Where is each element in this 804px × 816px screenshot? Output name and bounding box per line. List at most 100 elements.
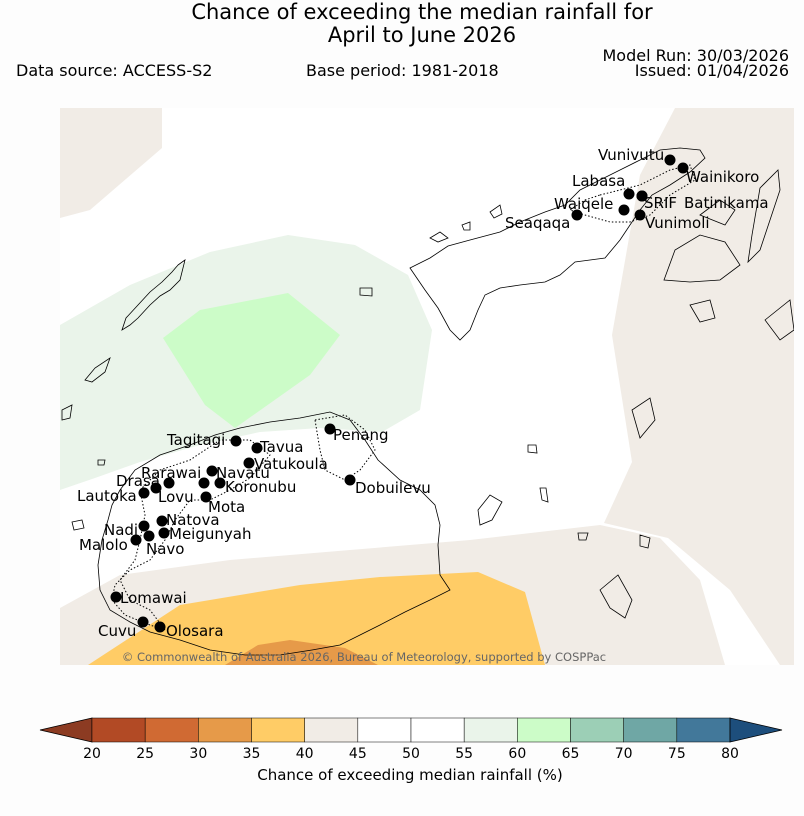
station-label-penang: Penang	[333, 426, 388, 444]
shading-30-35	[225, 640, 378, 665]
station-marker-tagitagi	[230, 435, 242, 447]
colorbar-tick-label: 40	[296, 746, 314, 762]
colorbar-tick-label: 25	[136, 746, 154, 762]
station-label-mota: Mota	[208, 498, 245, 516]
colorbar-tick-label: 45	[349, 746, 367, 762]
station-label-koronubu: Koronubu	[225, 478, 296, 496]
colorbar-over-arrow	[729, 717, 783, 743]
station-marker-malolo	[130, 534, 142, 546]
station-label-lomawai: Lomawai	[120, 589, 187, 607]
shading-40-45-northwest	[60, 108, 162, 218]
station-label-nadi: Nadi	[104, 521, 138, 539]
station-marker-lautoka	[138, 487, 150, 499]
colorbar-tick-label: 20	[83, 746, 101, 762]
station-label-navatu: Navatu	[216, 464, 270, 482]
station-marker-rarawai	[206, 465, 218, 477]
station-label-waiqele: Waiqele	[554, 195, 613, 213]
colorbar-bin	[517, 717, 571, 743]
colorbar-title: Chance of exceeding median rainfall (%)	[257, 766, 562, 784]
station-marker-olosara	[154, 621, 166, 633]
station-marker-penang	[324, 423, 336, 435]
colorbar-tick-label: 55	[455, 746, 473, 762]
title-line-1: Chance of exceeding the median rainfall …	[191, 0, 653, 24]
colorbar-bin	[251, 717, 305, 743]
station-marker-mota	[200, 491, 212, 503]
station-marker-navo	[143, 530, 155, 542]
district-boundary-central	[314, 414, 376, 481]
station-marker-lomawai	[110, 591, 122, 603]
station-marker-waiqele	[618, 204, 630, 216]
station-label-drasa: Drasa	[116, 472, 160, 490]
shading-60-65	[163, 293, 340, 428]
station-label-cuvu: Cuvu	[98, 622, 136, 640]
station-marker-meigunyah	[158, 527, 170, 539]
station-marker-seaqaqa	[571, 209, 583, 221]
station-label-wainikoro: Wainikoro	[686, 168, 759, 186]
colorbar-tick-label: 50	[402, 746, 420, 762]
colorbar-bin	[304, 717, 359, 743]
colorbar-tick-label: 75	[668, 746, 686, 762]
station-label-vatukoula: Vatukoula	[254, 455, 328, 473]
copyright-notice: © Commonwealth of Australia 2026, Bureau…	[122, 650, 606, 664]
station-layer: Vunivutu Wainikoro Labasa SRIF Batinikama Wai…	[77, 146, 769, 640]
station-marker-natova	[156, 515, 168, 527]
coastline-vanua-levu	[409, 147, 706, 341]
coastline-east-islands	[599, 199, 794, 619]
station-marker-lovu	[150, 482, 162, 494]
coastline-taveuni	[747, 169, 781, 264]
colorbar-tick-label: 35	[243, 746, 261, 762]
shading-40-45-east	[604, 108, 794, 665]
station-marker-navatu	[198, 477, 210, 489]
station-marker-dobuilevu	[344, 474, 356, 486]
station-label-lovu: Lovu	[158, 488, 194, 506]
model-run-label: Model Run: 30/03/2026	[602, 46, 790, 65]
rainfall-map: © Commonwealth of Australia 2026, Bureau…	[60, 108, 794, 665]
colorbar-tick-label: 60	[508, 746, 526, 762]
colorbar-bin	[463, 717, 518, 743]
station-label-malolo: Malolo	[79, 536, 128, 554]
station-label-dobuilevu: Dobuilevu	[355, 479, 431, 497]
base-period-label: Base period: 1981-2018	[306, 61, 499, 80]
colorbar-bin	[357, 717, 412, 743]
station-label-lautoka: Lautoka	[77, 487, 137, 505]
station-marker-wainikoro	[677, 162, 689, 174]
colorbar-tick-label: 30	[189, 746, 207, 762]
district-boundary-west	[111, 439, 271, 631]
colorbar: 20 25 30 35 40 45 50 55 60 65 70 75 80 Chance of exc…	[39, 717, 783, 784]
station-label-rarawai: Rarawai	[141, 464, 201, 482]
map-frame	[60, 108, 794, 665]
station-marker-nadi	[138, 520, 150, 532]
coastline-yasawa-islands	[61, 259, 186, 531]
colorbar-tick-label: 80	[721, 746, 739, 762]
station-label-vunimoli: Vunimoli	[645, 214, 710, 232]
issued-label: Issued: 01/04/2026	[634, 61, 789, 80]
station-label-navo: Navo	[146, 540, 184, 558]
station-label-tagitagi: Tagitagi	[166, 431, 225, 449]
colorbar-bin	[144, 717, 199, 743]
station-label-tavua: Tavua	[259, 438, 303, 456]
station-marker-cuvu	[137, 616, 149, 628]
station-label-olosara: Olosara	[166, 622, 224, 640]
colorbar-under-arrow	[39, 717, 93, 743]
station-marker-labasa	[623, 188, 635, 200]
district-boundary-north	[568, 164, 696, 223]
station-marker-batinikama	[636, 190, 648, 202]
station-label-meigunyah: Meigunyah	[169, 525, 251, 543]
coastline-viti-levu	[97, 411, 451, 656]
colorbar-bin	[91, 717, 146, 743]
colorbar-bin	[410, 717, 465, 743]
station-marker-vunivutu	[664, 154, 676, 166]
colorbar-bin	[198, 717, 252, 743]
colorbar-bin	[570, 717, 624, 743]
station-marker-vunimoli	[634, 209, 646, 221]
shading-35-40	[88, 572, 545, 665]
station-marker-koronubu	[214, 477, 226, 489]
station-label-batinikama: Batinikama	[684, 194, 769, 212]
station-marker-drasa	[163, 477, 175, 489]
coastline-small-islands	[359, 204, 651, 549]
colorbar-tick-label: 65	[562, 746, 580, 762]
station-label-labasa: Labasa	[572, 172, 625, 190]
station-label-srif: SRIF	[644, 194, 677, 212]
station-marker-vatukoula	[243, 457, 255, 469]
station-label-vunivutu: Vunivutu	[598, 146, 664, 164]
